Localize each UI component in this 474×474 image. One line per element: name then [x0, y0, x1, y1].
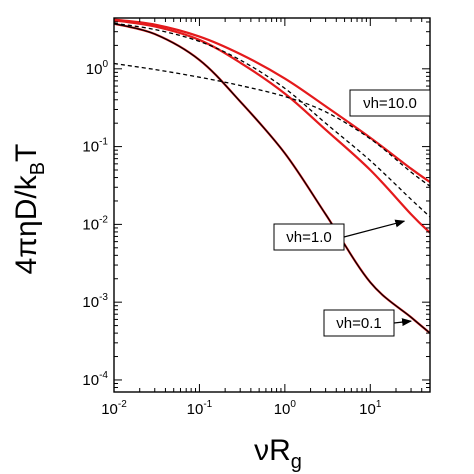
- series-line-1: [114, 19, 430, 234]
- annotation-box-1: [273, 223, 345, 251]
- x-tick-label: 100: [274, 399, 297, 418]
- annotation-box-0: [349, 89, 431, 117]
- series-line-0: [114, 18, 430, 183]
- x-axis-label: νRg: [254, 434, 302, 473]
- series-line-3: [114, 23, 430, 334]
- y-tick-label: 10-4: [82, 370, 108, 389]
- series-line-4: [114, 62, 430, 187]
- y-tick-label: 100: [86, 59, 109, 78]
- x-tick-label: 10-1: [187, 399, 213, 418]
- x-tick-label: 101: [359, 399, 382, 418]
- x-tick-label: 10-2: [101, 399, 127, 418]
- series-line-5: [114, 22, 430, 218]
- y-tick-label: 10-2: [82, 214, 108, 233]
- annotation-box-2: [323, 309, 395, 337]
- annotation-label-2: νh=0.1: [336, 315, 381, 332]
- annotation-label-1: νh=1.0: [286, 229, 331, 246]
- y-axis-label: 4πηD/kBT: [10, 144, 49, 275]
- annotation-label-0: νh=10.0: [363, 95, 417, 112]
- y-tick-label: 10-3: [82, 292, 108, 311]
- annotation-arrow-1: [343, 219, 406, 238]
- y-tick-label: 10-1: [82, 137, 108, 156]
- annotation-arrow-2: [393, 318, 413, 327]
